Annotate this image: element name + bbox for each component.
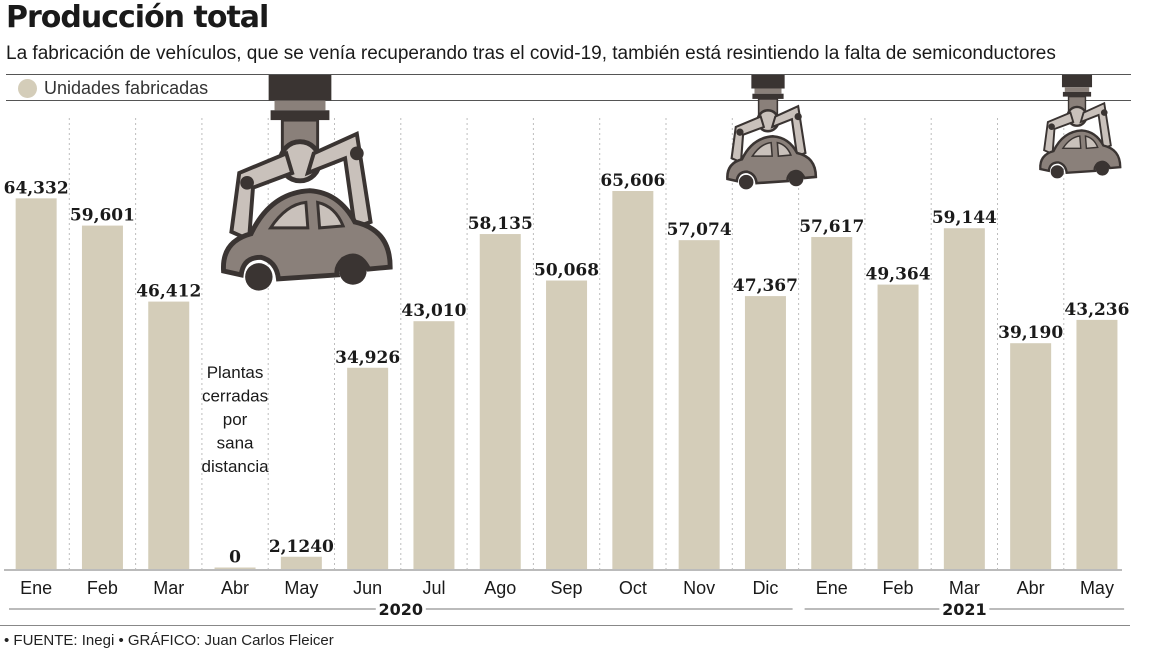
robot-claw-icon [1039, 75, 1122, 179]
annotation-text: cerradas [202, 387, 268, 406]
bar [811, 237, 853, 569]
category-label: Oct [619, 578, 647, 598]
year-label: 2021 [942, 600, 987, 619]
data-label: 58,135 [468, 214, 533, 234]
category-label: Ene [20, 578, 52, 598]
annotation-text: por [223, 410, 248, 429]
category-label: Ene [816, 578, 848, 598]
data-label: 2,1240 [269, 537, 334, 557]
data-label: 57,617 [799, 217, 864, 237]
bar [943, 228, 985, 569]
data-label: 59,601 [70, 206, 135, 226]
bar [744, 296, 786, 569]
data-label: 64,332 [4, 178, 69, 198]
bar [1076, 319, 1118, 569]
bar [81, 225, 123, 569]
category-label: Dic [752, 578, 778, 598]
category-label: May [1080, 578, 1114, 598]
annotation-text: sana [217, 434, 254, 453]
category-label: Jul [422, 578, 445, 598]
bar [15, 198, 57, 569]
data-label: 65,606 [600, 171, 665, 191]
bar [148, 301, 190, 569]
data-label: 46,412 [136, 282, 201, 302]
data-label: 59,144 [932, 208, 997, 228]
chart-subtitle: La fabricación de vehículos, que se vení… [6, 43, 1056, 64]
category-label: Jun [353, 578, 382, 598]
category-label: Abr [1017, 578, 1045, 598]
category-label: Mar [949, 578, 980, 598]
bar [479, 234, 521, 570]
category-label: May [284, 578, 318, 598]
data-label: 50,068 [534, 261, 599, 281]
category-label: Feb [883, 578, 914, 598]
category-label: Nov [683, 578, 715, 598]
legend-top-rule [6, 74, 1131, 75]
footer-rule [0, 625, 1130, 626]
legend-bottom-rule [6, 100, 1131, 101]
category-label: Sep [551, 578, 583, 598]
data-label: 47,367 [733, 276, 798, 296]
legend-label: Unidades fabricadas [44, 77, 209, 98]
annotation-text: Plantas [207, 363, 264, 382]
category-label: Abr [221, 578, 249, 598]
data-label: 43,236 [1064, 300, 1129, 320]
legend-swatch [18, 78, 37, 98]
bar [678, 240, 720, 569]
bar [214, 567, 256, 569]
data-label: 43,010 [401, 301, 466, 321]
category-label: Mar [153, 578, 184, 598]
data-label: 57,074 [667, 220, 732, 240]
annotation-text: distancia [201, 457, 269, 476]
data-label: 0 [229, 548, 241, 568]
data-label: 49,364 [866, 265, 931, 285]
robot-claw-icon [221, 75, 393, 291]
footer-credit: • FUENTE: Inegi • GRÁFICO: Juan Carlos F… [4, 632, 334, 649]
bar [612, 191, 654, 569]
bar [546, 280, 588, 569]
bar [413, 321, 455, 569]
bar [877, 284, 919, 569]
bar [347, 367, 389, 569]
bar [1010, 343, 1052, 569]
bar [280, 556, 322, 569]
category-label: Ago [484, 578, 516, 598]
bar-chart: 64,332 Ene 59,601 Feb 46,412 Mar 0 Abr 2,1240 May… [4, 75, 1129, 619]
data-label: 34,926 [335, 348, 400, 368]
year-label: 2020 [379, 600, 424, 619]
data-label: 39,190 [998, 323, 1063, 343]
robot-claw-icon [726, 75, 818, 190]
legend: Unidades fabricadas [18, 77, 208, 99]
category-label: Feb [87, 578, 118, 598]
chart-title: Producción total [6, 0, 269, 35]
